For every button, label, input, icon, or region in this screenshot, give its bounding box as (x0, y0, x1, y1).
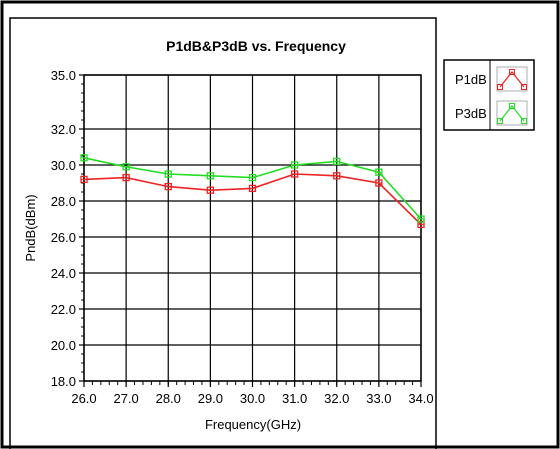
y-tick-label: 35.0 (51, 68, 76, 83)
y-tick-labels: 18.0 20.0 22.0 24.0 26.0 28.0 30.0 32.0 35.0 (51, 68, 76, 389)
y-tick-label: 26.0 (51, 230, 76, 245)
legend-swatch-frame (496, 66, 528, 92)
chart-title: P1dB&P3dB vs. Frequency (166, 38, 346, 54)
legend-label-p1db: P1dB (455, 72, 487, 87)
legend-swatch-marker (509, 69, 515, 75)
y-tick-label: 22.0 (51, 302, 76, 317)
x-tick-labels: 26.0 27.0 28.0 29.0 30.0 31.0 32.0 33.0 34.0 (71, 391, 433, 406)
series-lines (80, 154, 425, 229)
y-tick-label: 30.0 (51, 158, 76, 173)
legend-swatch-marker (521, 118, 527, 124)
x-tick-label: 30.0 (240, 391, 265, 406)
legend: P1dB P3dB (443, 59, 535, 131)
legend-swatch-line (499, 105, 525, 122)
legend-swatch-marker (521, 84, 527, 90)
chart-panel-border (9, 17, 437, 449)
legend-swatch-marker (509, 103, 515, 109)
y-tick-label: 20.0 (51, 338, 76, 353)
legend-swatch-frame (496, 100, 528, 126)
legend-swatch-marker (497, 118, 503, 124)
series-p3db (80, 154, 425, 223)
x-tick-label: 33.0 (366, 391, 391, 406)
series-p1db (80, 170, 425, 229)
x-tick-label: 29.0 (198, 391, 223, 406)
y-tick-label: 28.0 (51, 194, 76, 209)
x-tick-label: 31.0 (282, 391, 307, 406)
legend-swatch-p3db (496, 100, 528, 126)
y-tick-label: 18.0 (51, 374, 76, 389)
x-tick-label: 32.0 (324, 391, 349, 406)
y-tick-label: 32.0 (51, 122, 76, 137)
x-axis-label: Frequency(GHz) (205, 417, 301, 432)
minor-ticks (81, 74, 422, 385)
legend-swatch-marker (497, 84, 503, 90)
y-tick-label: 24.0 (51, 266, 76, 281)
legend-label-p3db: P3dB (455, 106, 487, 121)
legend-swatch-p1db (496, 66, 528, 92)
y-axis-label: PndB(dBm) (23, 194, 38, 261)
x-tick-label: 26.0 (71, 391, 96, 406)
x-tick-label: 34.0 (408, 391, 433, 406)
legend-swatch-line (499, 71, 525, 88)
x-tick-label: 28.0 (156, 391, 181, 406)
x-tick-label: 27.0 (113, 391, 138, 406)
